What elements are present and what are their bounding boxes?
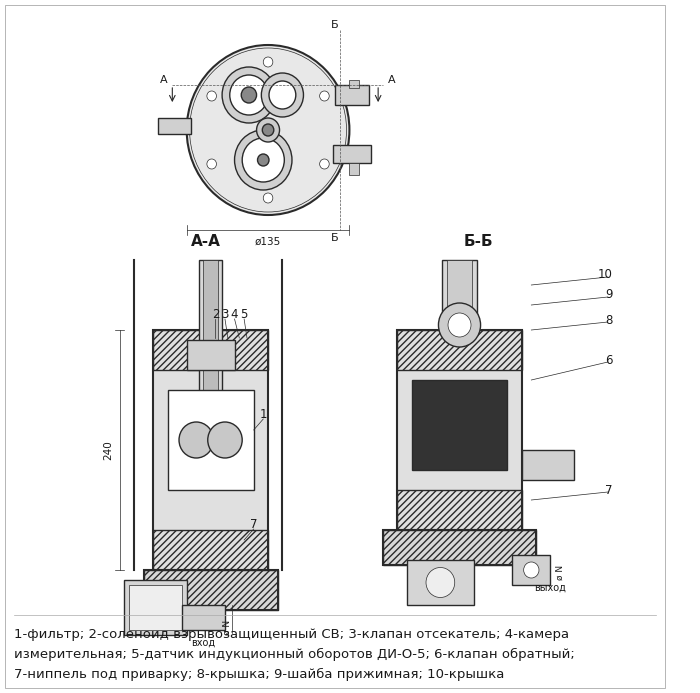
Text: А-А: А-А [191, 234, 220, 249]
Text: 6: 6 [606, 353, 612, 367]
Text: 2: 2 [211, 308, 219, 322]
Text: выход: выход [535, 583, 566, 593]
Text: 7: 7 [606, 484, 612, 496]
Bar [199, 260, 222, 400]
Bar [182, 605, 225, 630]
Bar [383, 530, 536, 565]
Text: 7: 7 [250, 518, 258, 532]
Circle shape [234, 130, 292, 190]
Circle shape [187, 45, 349, 215]
Bar [398, 330, 522, 530]
Bar [130, 585, 182, 630]
Circle shape [179, 422, 214, 458]
Circle shape [261, 73, 304, 117]
Bar [398, 490, 522, 530]
Text: ø N: ø N [556, 564, 564, 579]
Bar [383, 530, 536, 565]
Bar [335, 85, 369, 105]
Circle shape [207, 159, 216, 169]
Bar [398, 330, 522, 370]
Text: А: А [388, 75, 395, 85]
Text: 7-ниппель под приварку; 8-крышка; 9-шайба прижимная; 10-крышка: 7-ниппель под приварку; 8-крышка; 9-шайб… [15, 668, 505, 681]
Circle shape [207, 91, 216, 101]
Text: вход: вход [191, 638, 215, 648]
Text: 1: 1 [260, 408, 267, 421]
Bar [522, 450, 575, 480]
Text: измерительная; 5-датчик индукционный оборотов ДИ-О-5; 6-клапан обратный;: измерительная; 5-датчик индукционный обо… [15, 648, 575, 661]
Bar [144, 570, 278, 610]
Circle shape [208, 422, 242, 458]
Bar [407, 560, 474, 605]
Bar [125, 580, 187, 635]
Circle shape [448, 313, 471, 337]
Bar [442, 260, 477, 330]
Bar [447, 260, 472, 320]
Bar [153, 330, 268, 570]
Bar [144, 570, 278, 610]
Bar [187, 340, 234, 370]
Circle shape [320, 159, 329, 169]
Circle shape [269, 81, 296, 109]
Circle shape [258, 154, 269, 166]
Text: 8: 8 [606, 313, 612, 326]
Text: 4: 4 [231, 308, 238, 322]
Text: Б: Б [331, 233, 339, 243]
Text: ø135: ø135 [255, 237, 281, 247]
Circle shape [263, 57, 273, 67]
Text: ø N: ø N [223, 620, 232, 635]
Circle shape [438, 303, 481, 347]
Bar [153, 530, 268, 570]
Circle shape [524, 562, 539, 578]
Circle shape [320, 91, 329, 101]
Text: Б-Б: Б-Б [464, 234, 494, 249]
Text: 1-фильтр; 2-соленоид взрывозащищенный СВ; 3-клапан отсекатель; 4-камера: 1-фильтр; 2-соленоид взрывозащищенный СВ… [15, 628, 570, 641]
Text: А: А [160, 75, 167, 85]
Bar [349, 80, 359, 88]
Circle shape [263, 193, 273, 203]
Text: 10: 10 [598, 268, 612, 281]
Bar [158, 118, 192, 134]
Bar [203, 260, 218, 390]
Bar [512, 555, 550, 585]
Text: 3: 3 [221, 308, 229, 322]
Circle shape [222, 67, 276, 123]
Text: 240: 240 [103, 440, 113, 460]
Text: 5: 5 [240, 308, 248, 322]
Text: Б: Б [331, 20, 339, 30]
Circle shape [262, 124, 274, 136]
Bar [412, 380, 508, 470]
Bar [153, 330, 268, 370]
Circle shape [242, 138, 284, 182]
Bar [349, 163, 359, 175]
Circle shape [241, 87, 257, 103]
Bar [167, 390, 253, 490]
Text: 9: 9 [606, 288, 612, 301]
Circle shape [230, 75, 268, 115]
Circle shape [257, 118, 279, 142]
Bar [333, 145, 372, 163]
Circle shape [426, 568, 455, 597]
